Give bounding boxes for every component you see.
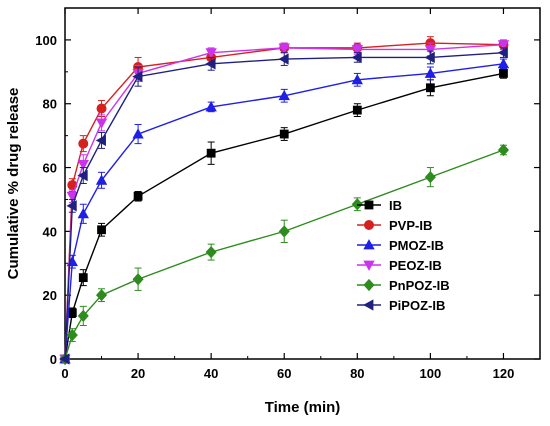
data-point-pvp-ib: [96, 103, 107, 114]
data-point-ib: [206, 148, 216, 158]
x-tick-label: 0: [61, 366, 68, 381]
x-axis-title: Time (min): [265, 399, 341, 416]
data-point-ib: [97, 225, 106, 235]
data-point-pmoz-ib: [278, 89, 290, 101]
series-line-ib: [64, 72, 504, 360]
data-point-peoz-ib: [351, 45, 363, 56]
legend-marker: [364, 200, 374, 210]
data-point-pipoz-ib: [95, 134, 106, 147]
data-point-ib: [499, 69, 508, 78]
legend-marker: [363, 219, 374, 230]
data-point-pmoz-ib: [132, 128, 144, 139]
y-tick-label: 0: [50, 352, 57, 367]
data-point-pipoz-ib: [424, 51, 435, 64]
data-point-pnpoz-ib: [278, 225, 290, 238]
legend-marker: [363, 239, 375, 250]
legend-label: PVP-IB: [389, 218, 432, 233]
series-ib: [60, 68, 508, 364]
legend-item-peoz-ib: PEOZ-IB: [357, 258, 442, 273]
data-point-peoz-ib: [95, 118, 108, 129]
y-tick-label: 40: [43, 224, 57, 239]
series-line-pmoz-ib: [64, 63, 504, 360]
legend-label: PEOZ-IB: [389, 258, 442, 273]
data-point-peoz-ib: [66, 191, 78, 203]
x-tick-label: 60: [277, 366, 291, 381]
data-point-pnpoz-ib: [77, 309, 89, 323]
data-point-pvp-ib: [78, 138, 89, 149]
data-point-pipoz-ib: [497, 46, 508, 59]
data-point-pnpoz-ib: [424, 171, 436, 184]
legend-item-ib: IB: [357, 198, 402, 213]
x-tick-label: 20: [131, 366, 145, 381]
data-point-pipoz-ib: [132, 70, 143, 83]
data-point-ib: [279, 129, 289, 139]
series-pnpoz-ib: [59, 143, 510, 366]
data-point-peoz-ib: [278, 43, 290, 54]
legend-marker: [363, 278, 375, 292]
series-line-pvp-ib: [64, 42, 504, 360]
x-tick-label: 100: [420, 366, 442, 381]
series-line-pnpoz-ib: [64, 149, 504, 360]
data-point-pmoz-ib: [424, 67, 437, 78]
legend-item-pipoz-ib: PiPOZ-IB: [357, 298, 445, 313]
data-point-pnpoz-ib: [497, 143, 510, 157]
data-point-pnpoz-ib: [205, 246, 217, 259]
legend-label: IB: [389, 198, 402, 213]
legend-item-pmoz-ib: PMOZ-IB: [357, 238, 444, 253]
data-point-ib: [67, 308, 77, 318]
legend-marker: [363, 260, 375, 271]
data-point-pnpoz-ib: [132, 273, 144, 286]
data-point-pmoz-ib: [205, 101, 217, 112]
data-point-peoz-ib: [77, 159, 89, 171]
data-point-pnpoz-ib: [351, 198, 363, 211]
series-pmoz-ib: [59, 58, 510, 364]
y-tick-label: 80: [43, 97, 57, 112]
x-tick-label: 40: [204, 366, 218, 381]
data-point-pmoz-ib: [351, 73, 363, 85]
x-tick-label: 80: [350, 366, 364, 381]
legend-marker: [363, 299, 374, 311]
data-point-pipoz-ib: [205, 58, 216, 70]
series-pipoz-ib: [59, 46, 508, 365]
legend-item-pnpoz-ib: PnPOZ-IB: [357, 278, 450, 293]
legend-label: PiPOZ-IB: [389, 298, 445, 313]
data-point-pipoz-ib: [59, 353, 70, 365]
data-point-pnpoz-ib: [66, 328, 78, 342]
data-point-ib: [133, 191, 143, 201]
y-axis-title: Cumulative % drug release: [5, 88, 22, 280]
data-point-pipoz-ib: [351, 51, 362, 64]
data-point-ib: [352, 105, 362, 115]
y-tick-label: 60: [43, 161, 57, 176]
y-tick-label: 100: [35, 33, 57, 48]
legend-label: PnPOZ-IB: [389, 278, 450, 293]
x-tick-label: 120: [493, 366, 515, 381]
data-point-pipoz-ib: [77, 169, 88, 182]
data-point-pipoz-ib: [66, 200, 77, 212]
data-point-peoz-ib: [424, 45, 437, 56]
data-point-pmoz-ib: [77, 207, 89, 219]
data-point-ib: [78, 273, 88, 283]
y-tick-label: 20: [43, 288, 57, 303]
data-point-peoz-ib: [205, 48, 217, 59]
data-point-peoz-ib: [497, 40, 510, 51]
data-point-pmoz-ib: [95, 174, 108, 185]
data-point-pmoz-ib: [497, 58, 510, 69]
series-line-pipoz-ib: [64, 51, 504, 360]
data-point-pipoz-ib: [278, 53, 289, 65]
data-point-pnpoz-ib: [95, 289, 108, 302]
legend-label: PMOZ-IB: [389, 238, 444, 253]
series-line-peoz-ib: [64, 43, 504, 360]
plot-frame: [64, 7, 541, 360]
legend-item-pvp-ib: PVP-IB: [357, 218, 432, 233]
data-point-ib: [425, 83, 435, 93]
series-peoz-ib: [59, 39, 510, 365]
